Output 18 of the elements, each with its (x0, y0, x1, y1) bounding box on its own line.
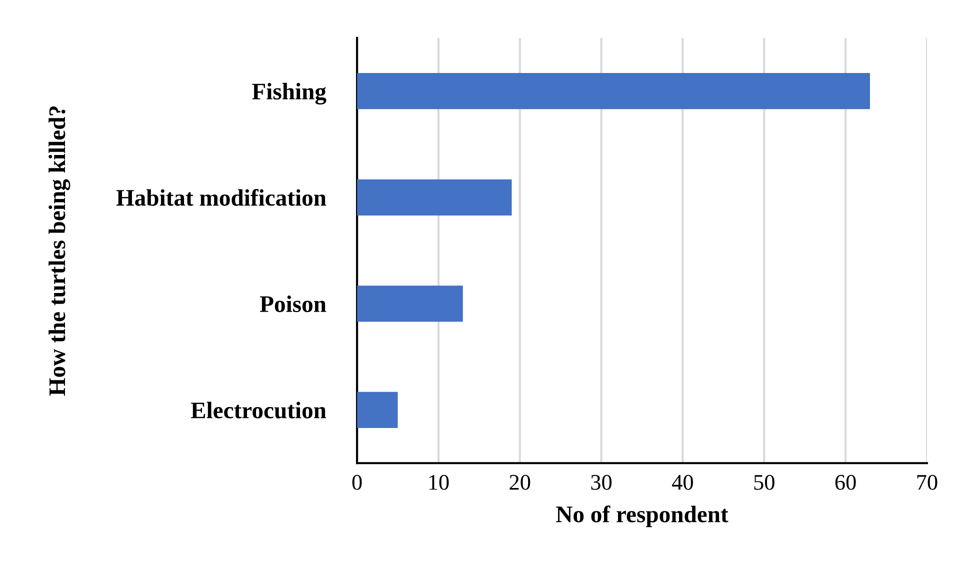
y-axis-title: How the turtles being killed? (48, 106, 70, 396)
bar (357, 179, 512, 216)
x-tick-label: 30 (591, 474, 612, 490)
x-tick-label: 50 (754, 474, 774, 490)
bar (357, 73, 870, 110)
y-tick-label: Habitat modification (116, 188, 326, 206)
x-tick-label: 20 (510, 474, 530, 490)
x-tick-label: 60 (835, 474, 856, 490)
x-tick-label: 0 (352, 474, 362, 490)
y-tick-label: Poison (260, 295, 326, 312)
x-tick-label: 10 (429, 474, 449, 490)
y-tick-label: Fishing (252, 82, 326, 105)
x-tick-label: 40 (672, 474, 693, 490)
x-tick-label: 70 (917, 474, 938, 490)
bar (357, 392, 398, 428)
y-tick-label: Electrocution (190, 402, 326, 418)
bar (357, 286, 463, 322)
x-axis-title: No of respondent (556, 505, 728, 528)
